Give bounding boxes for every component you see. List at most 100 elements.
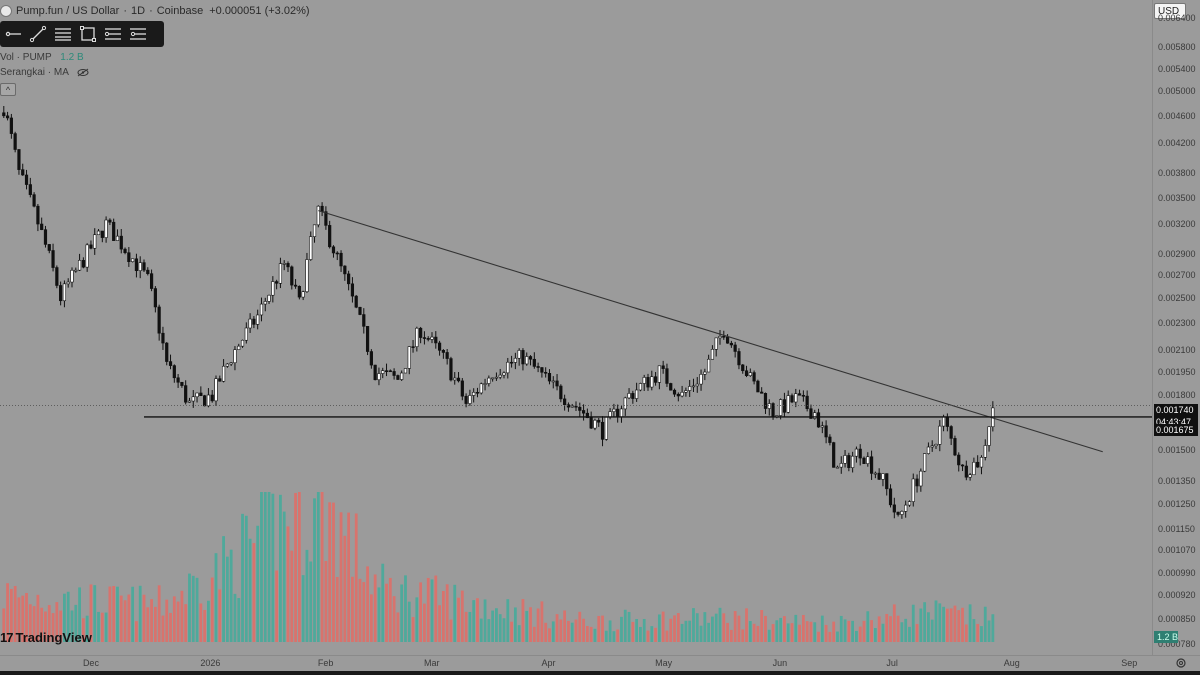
parallel-channel-tool[interactable] — [52, 23, 74, 45]
candle-down — [672, 389, 677, 395]
volume-bar — [733, 611, 737, 642]
volume-bar — [419, 582, 423, 642]
candle-up — [506, 361, 510, 374]
price-axis-label: 0.004600 — [1158, 111, 1196, 122]
volume-bar — [479, 618, 483, 642]
ma-indicator-legend[interactable]: Serangkai · MA — [0, 67, 89, 78]
candle-down — [36, 205, 40, 225]
volume-bar — [623, 609, 627, 642]
candle-down — [324, 211, 328, 226]
candle-down — [373, 364, 377, 381]
volume-bar — [256, 525, 260, 642]
candle-up — [309, 236, 313, 260]
volume-bar — [961, 607, 964, 642]
candle-up — [627, 393, 631, 399]
volume-bar — [953, 605, 957, 642]
trend-line-tool[interactable] — [27, 23, 49, 45]
volume-bar — [794, 614, 798, 642]
volume-bar — [495, 608, 498, 642]
candle-up — [225, 363, 229, 367]
price-axis-label: 0.001950 — [1158, 366, 1196, 377]
candle-up — [187, 400, 192, 403]
interval-label[interactable]: 1D — [131, 5, 146, 17]
chart-canvas[interactable] — [0, 0, 1152, 656]
tradingview-logo[interactable]: 17 TradingView — [0, 630, 92, 645]
ma-indicator-label: Serangkai · MA — [0, 67, 69, 78]
candle-down — [172, 365, 176, 379]
candle-down — [578, 406, 582, 411]
volume-bar — [748, 621, 752, 642]
volume-indicator-legend[interactable]: Vol · PUMP 1.2 B — [0, 52, 84, 63]
candle-down — [384, 370, 389, 372]
volume-bar — [157, 585, 161, 642]
volume-bar — [51, 613, 55, 642]
candle-up — [638, 383, 643, 391]
volume-bar — [881, 623, 885, 642]
candle-up — [472, 391, 476, 396]
candle-down — [168, 361, 173, 366]
volume-bar — [21, 595, 25, 642]
volume-bar — [968, 604, 972, 642]
volume-bar — [294, 492, 297, 642]
volume-bar — [892, 604, 896, 642]
candle-down — [176, 377, 180, 383]
horizontal-ray-tool[interactable] — [2, 23, 24, 45]
candle-up — [619, 408, 624, 418]
volume-bar — [116, 586, 119, 642]
hidden-eye-icon[interactable] — [77, 68, 89, 77]
descending-trendline[interactable] — [318, 210, 1103, 453]
symbol-logo-icon — [0, 5, 12, 17]
candle-down — [797, 393, 802, 396]
volume-bar — [540, 601, 544, 642]
volume-bar — [585, 625, 589, 642]
candle-down — [388, 370, 392, 373]
currency-selector[interactable]: USD — [1154, 3, 1186, 19]
volume-bar — [392, 596, 396, 642]
candle-up — [93, 234, 97, 249]
volume-bar — [373, 574, 377, 642]
candle-down — [434, 336, 438, 344]
candle-down — [729, 342, 733, 346]
volume-bar — [324, 560, 328, 642]
volume-bar — [832, 621, 836, 642]
candle-down — [581, 410, 586, 414]
volume-bar — [767, 629, 771, 642]
volume-bar — [97, 611, 100, 642]
price-axis-label: 0.000780 — [1158, 639, 1196, 650]
volume-bar — [783, 616, 786, 642]
volume-bar — [680, 623, 684, 642]
candle-down — [275, 281, 279, 284]
long-position-tool[interactable] — [127, 23, 149, 45]
volume-bar — [47, 605, 51, 642]
tradingview-wordmark: TradingView — [15, 630, 92, 645]
candle-up — [904, 504, 908, 512]
candle-down — [464, 395, 468, 404]
candle-up — [430, 336, 434, 340]
volume-bar — [366, 566, 369, 642]
collapse-legend-button[interactable]: ^ — [0, 83, 16, 96]
candle-up — [926, 446, 931, 454]
symbol-name[interactable]: Pump.fun / US Dollar — [16, 5, 120, 17]
time-axis-label: Feb — [317, 658, 334, 668]
volume-bar — [877, 616, 881, 642]
candle-down — [725, 336, 730, 344]
volume-bar — [752, 623, 756, 642]
price-axis-label: 0.002700 — [1158, 269, 1196, 280]
candle-up — [195, 392, 199, 398]
fib-retracement-tool[interactable] — [102, 23, 124, 45]
candle-down — [669, 383, 673, 391]
candle-down — [828, 436, 832, 443]
candle-down — [9, 117, 13, 134]
candle-up — [240, 339, 245, 347]
candle-down — [858, 448, 862, 459]
candle-down — [365, 326, 370, 352]
volume-bar — [2, 608, 6, 642]
volume-bar — [817, 631, 820, 642]
gear-icon[interactable] — [1175, 657, 1187, 669]
rectangle-tool[interactable] — [77, 23, 99, 45]
candle-down — [752, 372, 756, 382]
volume-bar — [692, 608, 695, 642]
candle-down — [801, 394, 805, 397]
volume-bar — [362, 582, 366, 642]
candle-down — [892, 504, 896, 513]
